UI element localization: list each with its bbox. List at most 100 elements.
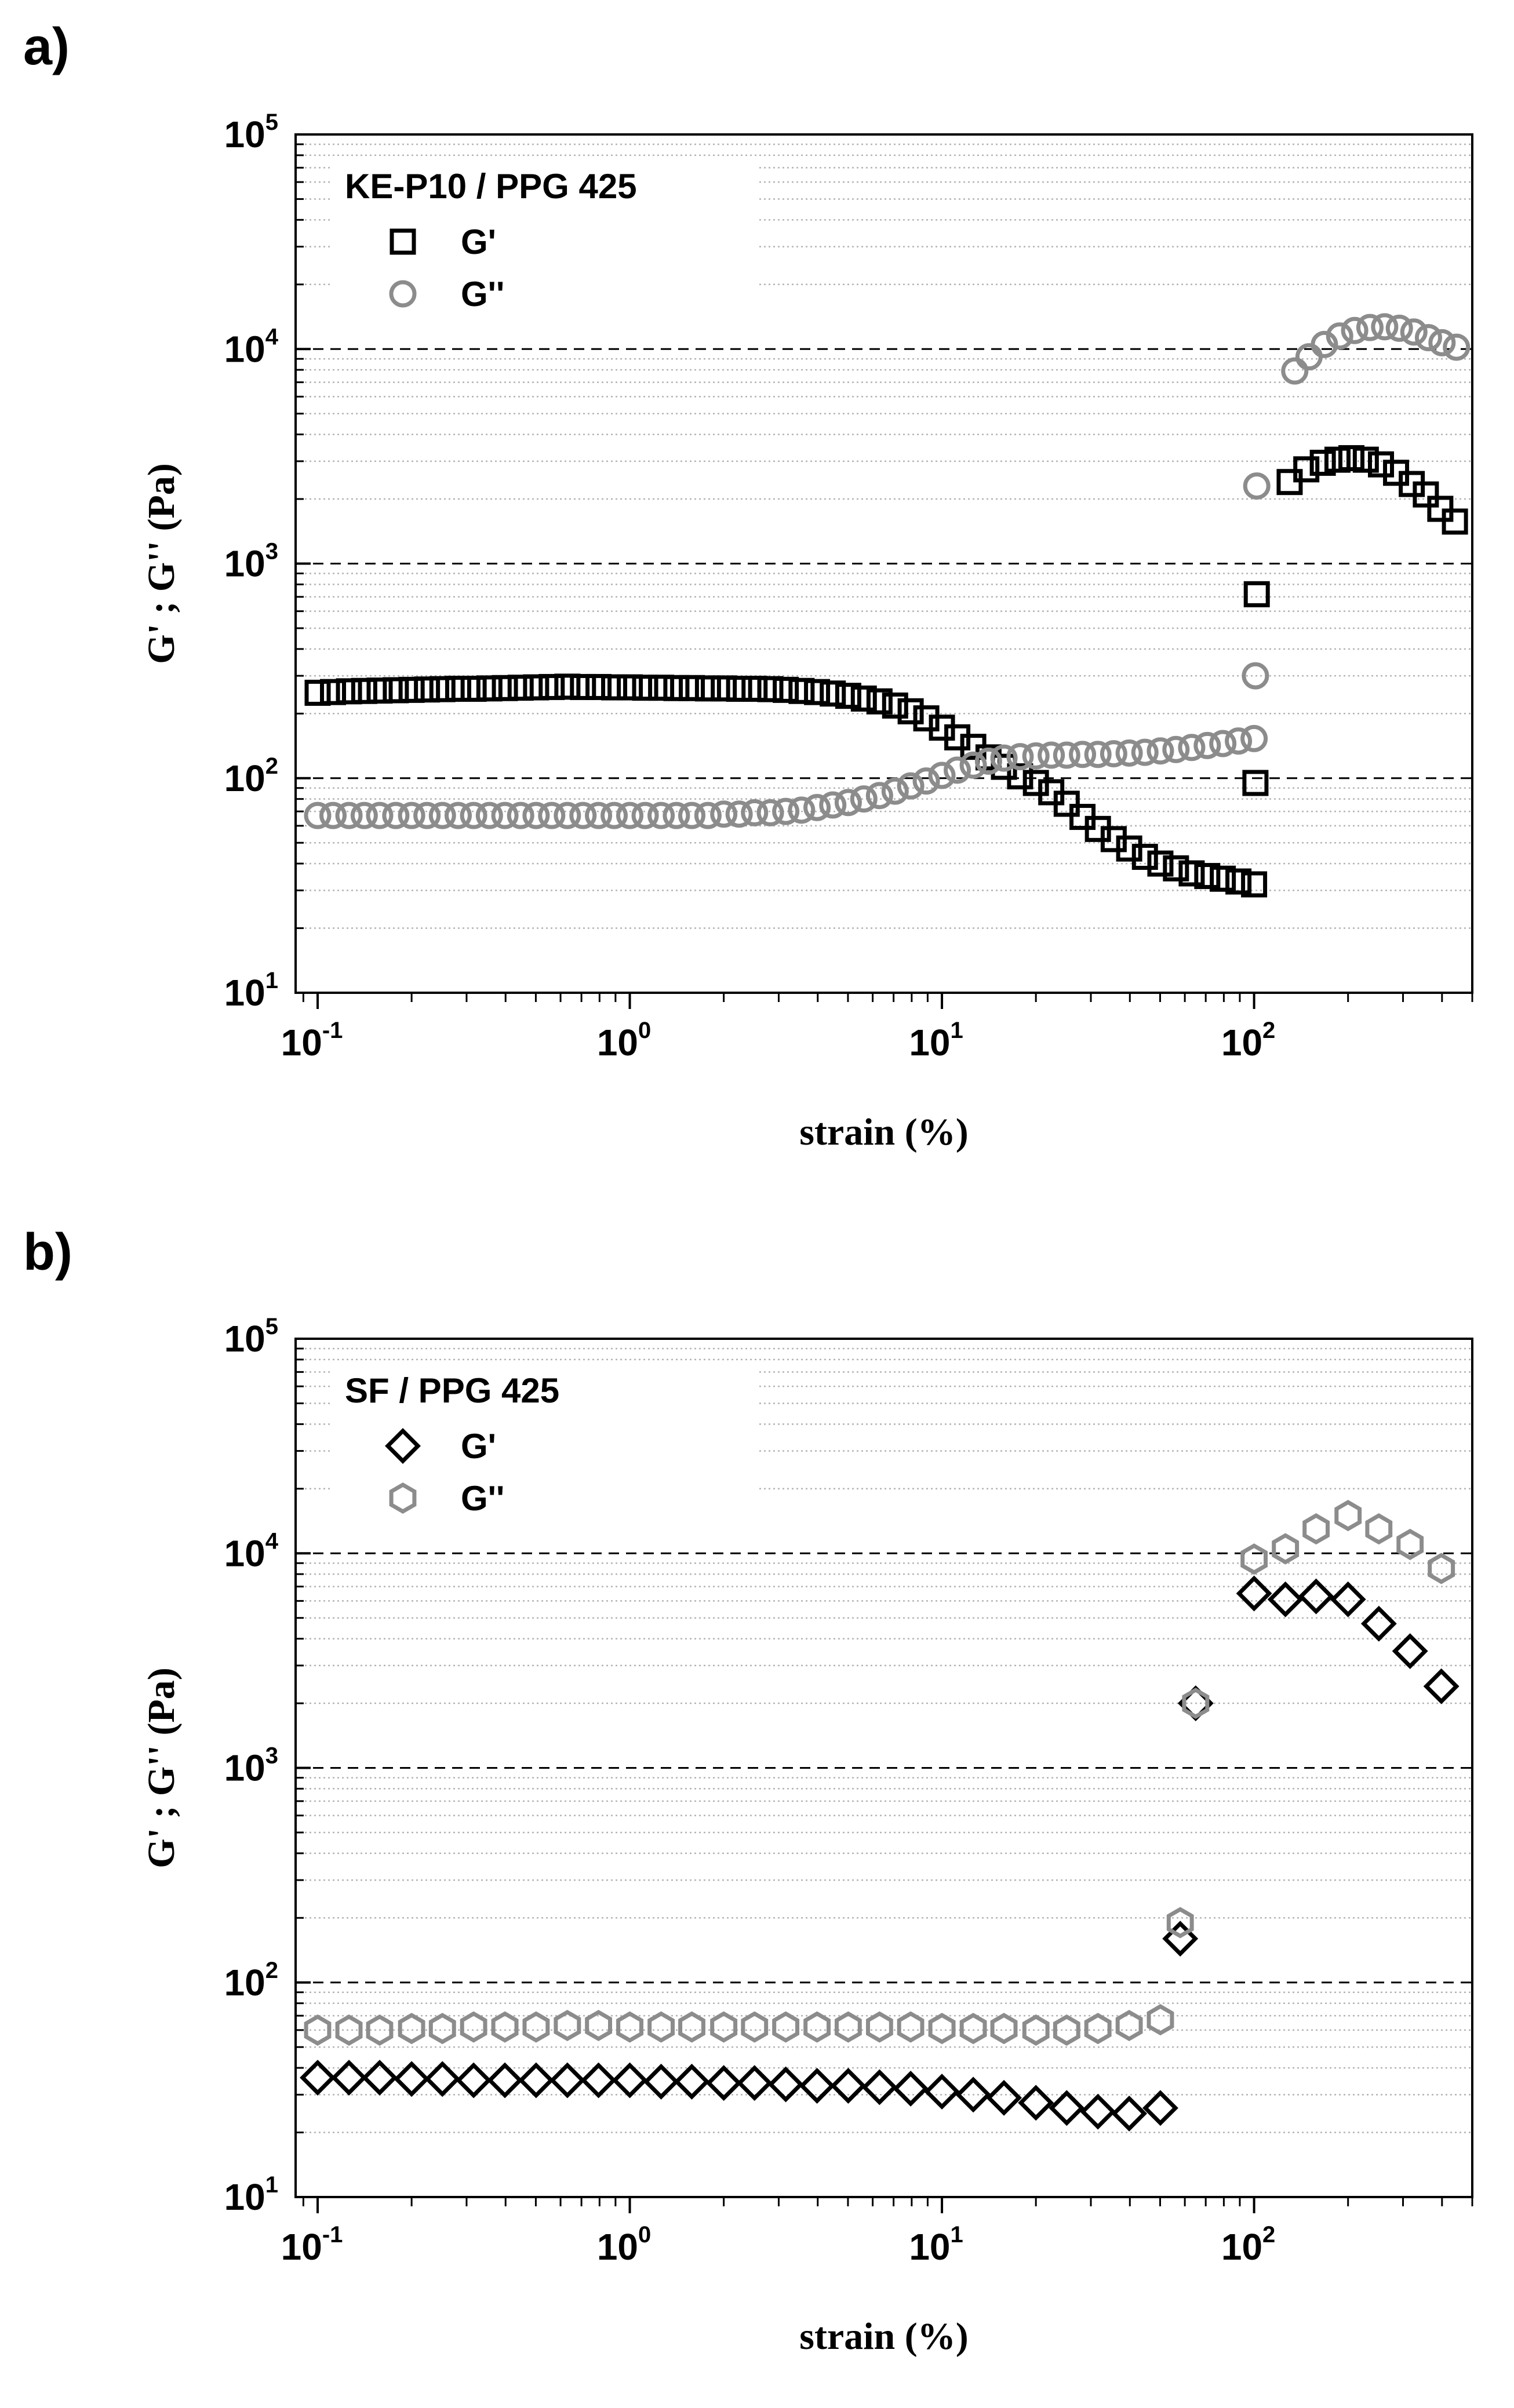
data-point-circle bbox=[850, 785, 878, 813]
data-point-circle bbox=[881, 777, 909, 805]
data-point-circle bbox=[319, 802, 347, 829]
data-point-hexagon bbox=[741, 2011, 769, 2043]
data-point-hexagon bbox=[647, 2011, 675, 2043]
data-point-circle bbox=[912, 767, 940, 795]
data-point-circle bbox=[507, 802, 534, 829]
data-point-square bbox=[429, 676, 456, 702]
data-point-square bbox=[383, 677, 409, 704]
data-point-circle bbox=[897, 772, 925, 800]
data-point-hexagon bbox=[1396, 1528, 1424, 1560]
data-point-diamond bbox=[955, 2077, 992, 2113]
data-point-diamond bbox=[1111, 2095, 1148, 2132]
data-point-hexagon bbox=[554, 2009, 581, 2042]
data-point-diamond bbox=[736, 2065, 773, 2101]
data-point-circle bbox=[1311, 330, 1338, 358]
data-point-square bbox=[414, 676, 441, 703]
data-point-diamond bbox=[767, 2066, 804, 2103]
data-point-diamond bbox=[394, 2061, 430, 2097]
x-tick-label: 102 bbox=[1221, 2222, 1275, 2268]
data-point-circle bbox=[1240, 724, 1268, 752]
data-point-circle bbox=[413, 802, 441, 829]
data-point-diamond bbox=[643, 2063, 679, 2100]
data-point-hexagon bbox=[1240, 1543, 1268, 1575]
data-point-square bbox=[601, 674, 628, 701]
data-point-square bbox=[741, 675, 768, 702]
data-point-circle bbox=[1193, 731, 1221, 759]
y-axis: 101 102 103 104 105 bbox=[224, 110, 311, 1014]
data-point-circle bbox=[1443, 333, 1471, 361]
y-tick-label: 102 bbox=[224, 753, 278, 799]
data-point-square bbox=[1116, 835, 1142, 862]
legend-title: KE-P10 / PPG 425 bbox=[345, 167, 637, 206]
chart-a: 101 102 103 104 105 10-1 100 101 102 strain (%) G'… bbox=[140, 110, 1473, 1153]
data-point-circle bbox=[382, 802, 410, 829]
x-tick-label: 10-1 bbox=[281, 1018, 343, 1063]
data-point-diamond bbox=[861, 2069, 898, 2105]
data-point-square bbox=[882, 692, 908, 719]
legend-entry-label: G' bbox=[461, 223, 496, 261]
data-point-hexagon bbox=[1182, 1687, 1210, 1720]
data-point-circle bbox=[398, 802, 425, 829]
data-point-hexagon bbox=[772, 2011, 799, 2043]
y-tick-label: 101 bbox=[224, 968, 278, 1014]
data-point-circle bbox=[928, 762, 956, 789]
data-point-square bbox=[460, 675, 487, 702]
data-point-circle bbox=[990, 744, 1018, 772]
data-point-circle bbox=[1147, 737, 1174, 765]
data-point-hexagon bbox=[1365, 1513, 1393, 1545]
data-point-square bbox=[445, 675, 471, 702]
data-point-diamond bbox=[830, 2068, 867, 2104]
data-point-circle bbox=[444, 802, 472, 829]
y-tick-label: 105 bbox=[224, 110, 278, 155]
data-point-square bbox=[1242, 770, 1269, 796]
data-point-square bbox=[679, 675, 705, 701]
data-point-hexagon bbox=[1166, 1907, 1194, 1939]
data-point-diamond bbox=[1018, 2085, 1054, 2121]
data-point-square bbox=[523, 674, 549, 701]
data-point-hexagon bbox=[928, 2013, 956, 2045]
data-point-diamond bbox=[674, 2063, 710, 2100]
data-point-square bbox=[773, 676, 799, 703]
legend-marker bbox=[390, 228, 416, 255]
data-point-circle bbox=[944, 756, 971, 784]
data-point-square bbox=[820, 680, 846, 707]
data-point-circle bbox=[522, 802, 550, 829]
data-point-hexagon bbox=[959, 2013, 987, 2045]
data-point-square bbox=[694, 675, 721, 702]
data-point-square bbox=[1243, 581, 1270, 607]
data-point-square bbox=[726, 675, 752, 702]
data-point-circle bbox=[335, 802, 363, 829]
data-point-diamond bbox=[1142, 2090, 1178, 2126]
legend-background bbox=[330, 1362, 759, 1518]
y-axis-title: G' ; G'' (Pa) bbox=[140, 1667, 183, 1868]
data-point-hexagon bbox=[585, 2009, 612, 2042]
data-point-diamond bbox=[424, 2061, 461, 2097]
data-point-square bbox=[1225, 868, 1252, 895]
series-gprime bbox=[300, 1575, 1460, 2132]
data-point-square bbox=[1194, 863, 1221, 890]
data-point-square bbox=[538, 673, 565, 700]
data-point-hexagon bbox=[1334, 1500, 1362, 1532]
x-axis-title: strain (%) bbox=[799, 2315, 968, 2358]
data-point-square bbox=[1293, 456, 1320, 483]
legend-marker bbox=[385, 1428, 421, 1464]
data-point-diamond bbox=[1236, 1575, 1272, 1612]
legend-entry-label: G' bbox=[461, 1427, 496, 1466]
data-point-square bbox=[320, 679, 347, 705]
data-point-square bbox=[570, 673, 596, 700]
data-point-circle bbox=[834, 789, 862, 817]
legend-marker bbox=[389, 1482, 417, 1514]
data-point-diamond bbox=[612, 2062, 648, 2099]
data-point-square bbox=[835, 683, 861, 709]
series-gprime bbox=[304, 445, 1468, 898]
data-point-diamond bbox=[1298, 1578, 1334, 1615]
data-point-circle bbox=[1178, 734, 1206, 762]
data-point-square bbox=[663, 675, 690, 701]
data-point-diamond bbox=[487, 2062, 523, 2099]
data-point-diamond bbox=[456, 2062, 492, 2099]
data-point-circle bbox=[819, 791, 847, 819]
data-point-circle bbox=[803, 793, 831, 821]
data-point-circle bbox=[350, 802, 378, 829]
data-point-diamond bbox=[986, 2079, 1022, 2116]
legend: KE-P10 / PPG 425 G' G'' bbox=[330, 158, 759, 314]
